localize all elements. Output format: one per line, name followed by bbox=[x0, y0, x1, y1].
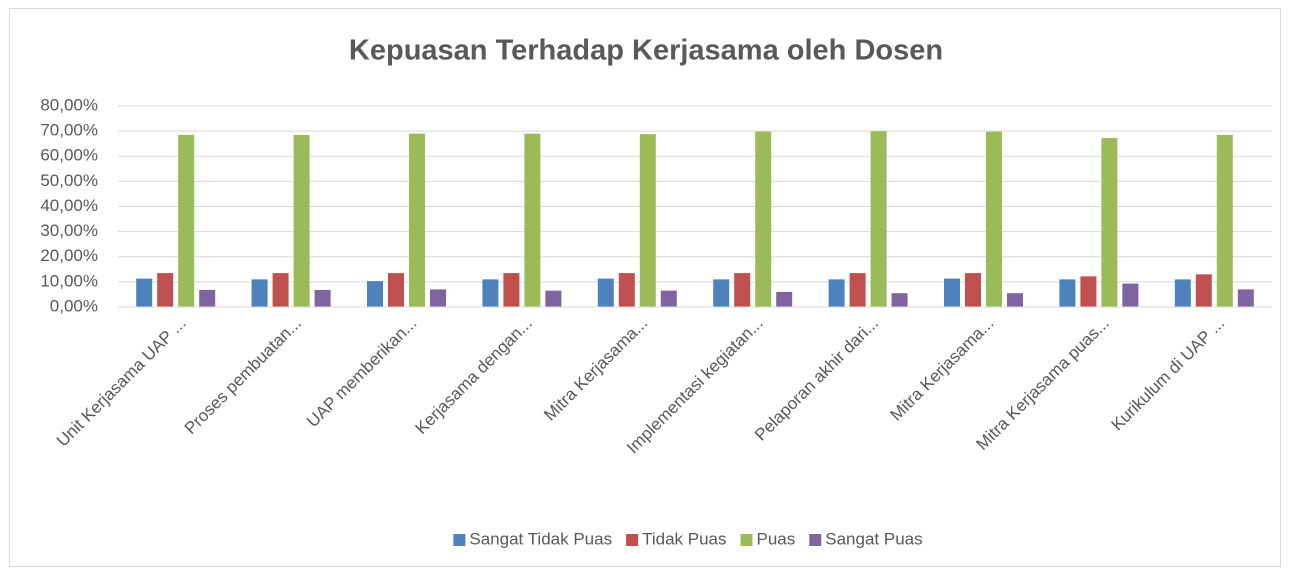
y-tick-label: 0,00% bbox=[50, 296, 98, 315]
legend-swatch bbox=[626, 534, 639, 546]
legend-swatch bbox=[453, 534, 466, 546]
bar bbox=[597, 278, 614, 307]
bar bbox=[986, 131, 1002, 307]
bar bbox=[618, 273, 635, 307]
bar bbox=[734, 273, 751, 307]
legend-swatch bbox=[740, 534, 753, 546]
bar bbox=[944, 278, 960, 307]
y-tick-label: 30,00% bbox=[40, 221, 98, 240]
bar bbox=[482, 279, 499, 307]
y-tick-label: 80,00% bbox=[40, 95, 98, 114]
bar bbox=[199, 289, 216, 307]
bar bbox=[1237, 289, 1254, 307]
legend-label: Sangat Tidak Puas bbox=[469, 529, 612, 548]
bar bbox=[713, 279, 730, 307]
y-tick-label: 70,00% bbox=[40, 121, 98, 140]
bar bbox=[1195, 274, 1212, 307]
bar bbox=[828, 279, 845, 307]
bar bbox=[388, 273, 404, 307]
bar bbox=[1080, 276, 1097, 307]
legend-label: Puas bbox=[757, 529, 796, 548]
bar bbox=[272, 273, 289, 307]
bar bbox=[503, 273, 520, 307]
bar bbox=[870, 131, 887, 307]
bar bbox=[1122, 283, 1139, 307]
bar bbox=[891, 293, 908, 307]
bar bbox=[1007, 293, 1023, 307]
bar bbox=[639, 134, 656, 307]
bar bbox=[1101, 137, 1118, 307]
bar bbox=[157, 273, 174, 307]
bar bbox=[178, 134, 195, 307]
bar bbox=[409, 133, 425, 307]
y-tick-label: 60,00% bbox=[40, 146, 98, 165]
y-tick-label: 40,00% bbox=[40, 196, 98, 215]
bar bbox=[1174, 279, 1191, 307]
bar bbox=[430, 289, 446, 307]
bar bbox=[251, 279, 268, 307]
y-tick-label: 10,00% bbox=[40, 271, 98, 290]
bar bbox=[293, 134, 310, 307]
legend-label: Tidak Puas bbox=[642, 529, 726, 548]
y-tick-label: 20,00% bbox=[40, 246, 98, 265]
bar bbox=[660, 290, 677, 307]
bar bbox=[524, 133, 541, 307]
bar bbox=[776, 291, 793, 307]
bar bbox=[849, 273, 866, 307]
bar bbox=[1216, 134, 1233, 307]
bar bbox=[965, 273, 981, 307]
bar bbox=[136, 278, 153, 307]
chart-title: Kepuasan Terhadap Kerjasama oleh Dosen bbox=[349, 35, 943, 67]
bar bbox=[367, 281, 383, 307]
y-tick-label: 50,00% bbox=[40, 171, 98, 190]
legend-swatch bbox=[809, 534, 822, 546]
bar bbox=[1059, 279, 1076, 307]
bar bbox=[545, 290, 562, 307]
bar bbox=[314, 289, 331, 307]
legend-label: Sangat Puas bbox=[825, 529, 922, 548]
bar bbox=[755, 131, 772, 307]
